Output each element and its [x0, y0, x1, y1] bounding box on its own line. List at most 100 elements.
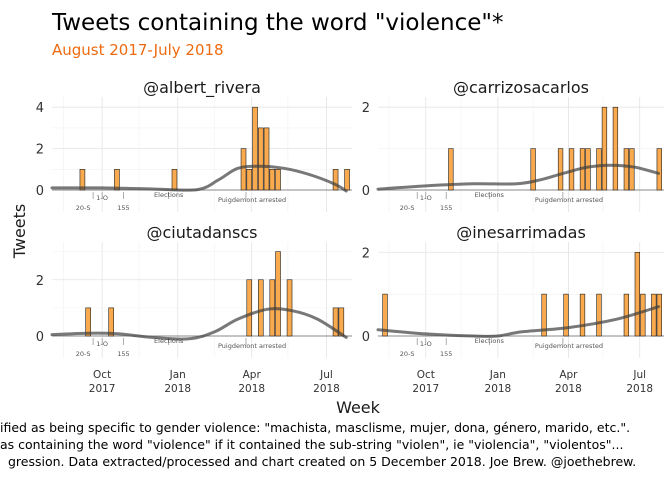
caption-line-2: as containing the word "violence" if it … [0, 437, 623, 452]
bar [286, 279, 293, 337]
y-tick-label: 0 [36, 184, 44, 199]
event-label: 20-S [400, 204, 415, 212]
x-tick-label: Jul [632, 369, 646, 381]
bar [656, 293, 662, 337]
x-tick-label: 2018 [626, 383, 653, 395]
bar [275, 251, 281, 337]
x-tick-label: 2017 [89, 383, 116, 395]
bar [332, 307, 339, 337]
bar [623, 148, 630, 191]
chart-subtitle: August 2017-July 2018 [52, 41, 224, 59]
y-tick-label: 0 [362, 330, 370, 345]
bar [85, 307, 91, 337]
bar [258, 279, 264, 337]
bar [246, 169, 253, 191]
y-tick-label: 0 [362, 184, 370, 199]
event-label: Puigdemont arrested [218, 342, 286, 350]
bar [114, 169, 120, 191]
x-tick-label: Apr [243, 369, 262, 381]
bar [252, 106, 258, 191]
event-label: 20-S [76, 204, 91, 212]
bar [601, 106, 608, 191]
event-label: 155 [117, 204, 129, 212]
facet-panel: 0 2 20-S 1-O 155 Elections Puigdemont arrested… [362, 78, 664, 212]
bar [541, 293, 547, 337]
event-label: 155 [117, 350, 129, 358]
y-tick-label: 2 [36, 143, 44, 158]
trend-line [50, 164, 348, 193]
bar [108, 307, 114, 337]
event-label: 1-O [420, 194, 432, 202]
bar [382, 293, 388, 337]
x-tick-label: 2018 [238, 383, 265, 395]
bar [338, 307, 345, 337]
bar [596, 148, 602, 191]
caption-line-3: gression. Data extracted/processed and c… [8, 454, 636, 469]
bar [612, 106, 619, 191]
event-label: Elections [475, 191, 505, 199]
bar [596, 293, 602, 337]
x-tick-label: Jul [319, 369, 333, 381]
facet-panel: 0 2 20-S 1-O 155 Elections Puigdemont arrested… [36, 223, 352, 395]
bar [629, 148, 635, 191]
event-label: 20-S [400, 350, 415, 358]
x-tick-label: 2017 [412, 383, 439, 395]
facet-panel: 0 2 4 20-S 1-O 155 Elections Puigdemont arreste… [36, 78, 352, 212]
trend-line [50, 307, 348, 341]
bar [651, 293, 657, 337]
bar [579, 293, 586, 337]
caption-line-1: ified as being specific to gender violen… [0, 420, 630, 435]
x-tick-label: Jan [169, 369, 186, 381]
x-tick-label: 2018 [313, 383, 340, 395]
bar [448, 148, 454, 191]
bar [240, 148, 247, 191]
facet-title: @carrizosacarlos [453, 78, 589, 97]
y-tick-label: 0 [36, 330, 44, 345]
bar [656, 148, 662, 191]
bar [263, 127, 270, 191]
bar [563, 293, 569, 337]
trend-line [376, 305, 660, 338]
event-label: 1-O [96, 340, 108, 348]
y-tick-label: 2 [36, 274, 44, 289]
x-axis-title: Week [336, 398, 381, 417]
y-tick-label: 2 [362, 101, 370, 116]
chart-title: Tweets containing the word "violence"* [51, 10, 503, 36]
facet-title: @inesarrimadas [456, 223, 586, 242]
y-tick-label: 2 [362, 246, 370, 261]
event-label: Puigdemont arrested [535, 342, 603, 350]
facet-panel: 0 2 20-S 1-O 155 Elections Puigdemont arrested… [362, 223, 664, 395]
bar [332, 169, 339, 191]
x-tick-label: Apr [559, 369, 578, 381]
x-tick-label: Oct [417, 369, 435, 381]
trend-line [376, 163, 660, 191]
x-tick-label: 2018 [555, 383, 582, 395]
bar [246, 279, 253, 337]
bar [640, 293, 646, 337]
bar [79, 169, 86, 191]
event-label: 20-S [76, 350, 91, 358]
event-label: Elections [154, 191, 184, 199]
facet-title: @ciutadanscs [146, 223, 257, 242]
event-label: 1-O [96, 194, 108, 202]
bar [344, 169, 350, 191]
event-label: Puigdemont arrested [535, 196, 603, 204]
bar [171, 169, 178, 191]
x-tick-label: 2018 [485, 383, 512, 395]
event-label: Puigdemont arrested [218, 196, 286, 204]
event-label: 155 [440, 350, 452, 358]
bar [530, 148, 536, 191]
event-label: 1-O [420, 340, 432, 348]
x-tick-label: 2018 [164, 383, 191, 395]
bar [258, 127, 264, 191]
x-tick-label: Jan [489, 369, 506, 381]
y-tick-label: 4 [36, 101, 44, 116]
y-axis-title: Tweets [10, 204, 29, 260]
facet-title: @albert_rivera [143, 78, 261, 98]
event-label: 155 [440, 204, 452, 212]
bar [557, 148, 564, 191]
event-label: Elections [475, 337, 505, 345]
bar [585, 148, 591, 191]
facet-panels: 0 2 4 20-S 1-O 155 Elections Puigdemont arreste… [36, 78, 664, 395]
